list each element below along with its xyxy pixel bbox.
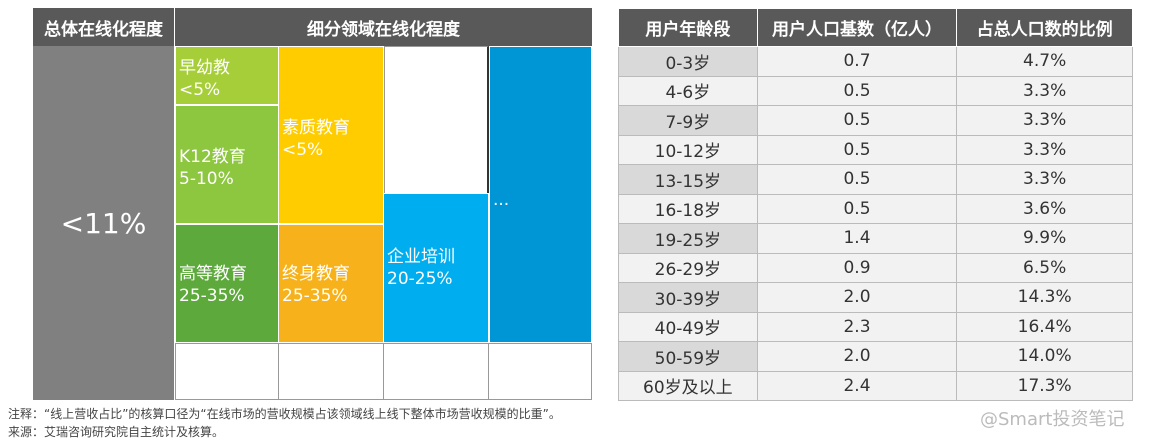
label: 高等教育 <box>179 264 247 284</box>
header-cell: 用户人口基数（亿人） <box>756 8 958 47</box>
cell: 9.9% <box>956 223 1133 254</box>
cell: 0.5 <box>756 164 958 195</box>
row: 13-15岁 0.5 3.3% <box>618 164 1133 195</box>
cell: 2.0 <box>756 282 958 313</box>
cell: 企业培训 20-25% <box>383 193 489 343</box>
cell: 14.3% <box>956 282 1133 313</box>
cell: 19-25岁 <box>618 223 758 254</box>
cell: 2.3 <box>756 311 958 342</box>
label: ... <box>493 190 510 210</box>
overall: <11% <box>33 46 174 400</box>
blank-cell <box>278 343 384 400</box>
row: 4-6岁 0.5 3.3% <box>618 75 1133 106</box>
cell: 0.5 <box>756 105 958 136</box>
value: <5% <box>282 140 324 160</box>
cell: 0.9 <box>756 252 958 283</box>
cell: 素质教育 <5% <box>278 46 384 224</box>
row: 60岁及以上 2.4 17.3% <box>618 370 1133 401</box>
header-row: 用户年龄段 用户人口基数（亿人） 占总人口数的比例 <box>618 8 1133 47</box>
row: 50-59岁 2.0 14.0% <box>618 341 1133 372</box>
watermark: @Smart投资笔记 <box>980 409 1125 430</box>
cell: 0.7 <box>756 46 958 77</box>
blank-cell <box>383 343 489 400</box>
row: 0-3岁 0.7 4.7% <box>618 46 1133 77</box>
note: 来源：艾瑞咨询研究院自主统计及核算。 <box>8 425 225 439</box>
cell: 高等教育 25-35% <box>175 224 279 343</box>
cell: ... <box>489 46 592 343</box>
cell: 0-3岁 <box>618 46 758 77</box>
row: 26-29岁 0.9 6.5% <box>618 252 1133 283</box>
row: 10-12岁 0.5 3.3% <box>618 134 1133 165</box>
left-header: 总体在线化程度 <box>33 8 174 46</box>
cell: 60岁及以上 <box>618 370 758 401</box>
cell: 26-29岁 <box>618 252 758 283</box>
right-header: 细分领域在线化程度 <box>175 8 592 46</box>
cell: 4.7% <box>956 46 1133 77</box>
cell: 16.4% <box>956 311 1133 342</box>
cell: K12教育 5-10% <box>175 105 279 224</box>
blank-cell <box>175 343 279 400</box>
table: 用户年龄段 用户人口基数（亿人） 占总人口数的比例 0-3岁 0.7 4.7% 4-6岁 0.… <box>618 8 1133 401</box>
row: 19-25岁 1.4 9.9% <box>618 223 1133 254</box>
cell: 6.5% <box>956 252 1133 283</box>
value: 20-25% <box>387 269 453 289</box>
cell: 0.5 <box>756 134 958 165</box>
cell: 10-12岁 <box>618 134 758 165</box>
cell: 3.3% <box>956 134 1133 165</box>
cell: 1.4 <box>756 223 958 254</box>
label: K12教育 <box>179 147 246 167</box>
row: 16-18岁 0.5 3.6% <box>618 193 1133 224</box>
cell: 13-15岁 <box>618 164 758 195</box>
cell: 早幼教 <5% <box>175 46 279 105</box>
header-cell: 占总人口数的比例 <box>956 8 1133 47</box>
cell: 2.0 <box>756 341 958 372</box>
cell: 3.3% <box>956 164 1133 195</box>
cell: 4-6岁 <box>618 75 758 106</box>
note: 注释：“线上营收占比”的核算口径为“在线市场的营收规模占该领域线上线下整体市场营… <box>8 407 561 421</box>
cell: 2.4 <box>756 370 958 401</box>
cell: 3.3% <box>956 105 1133 136</box>
cell: 终身教育 25-35% <box>278 224 384 343</box>
row: 40-49岁 2.3 16.4% <box>618 311 1133 342</box>
value: 5-10% <box>179 169 234 189</box>
value: 25-35% <box>282 286 348 306</box>
cell: 0.5 <box>756 193 958 224</box>
cell: 7-9岁 <box>618 105 758 136</box>
label: 素质教育 <box>282 118 350 138</box>
cell: 14.0% <box>956 341 1133 372</box>
blank-cell <box>488 343 592 400</box>
cell: 30-39岁 <box>618 282 758 313</box>
cell: 50-59岁 <box>618 341 758 372</box>
label: 企业培训 <box>387 247 455 267</box>
cell: 0.5 <box>756 75 958 106</box>
cell: 16-18岁 <box>618 193 758 224</box>
value: 25-35% <box>179 286 245 306</box>
cell: 17.3% <box>956 370 1133 401</box>
cell: 3.3% <box>956 75 1133 106</box>
cell: 40-49岁 <box>618 311 758 342</box>
header-cell: 用户年龄段 <box>618 8 758 47</box>
label: 终身教育 <box>282 264 350 284</box>
label: 早幼教 <box>179 58 230 78</box>
blank-cell <box>384 46 489 194</box>
cell: 3.6% <box>956 193 1133 224</box>
row: 7-9岁 0.5 3.3% <box>618 105 1133 136</box>
value: <5% <box>179 80 221 100</box>
row: 30-39岁 2.0 14.3% <box>618 282 1133 313</box>
